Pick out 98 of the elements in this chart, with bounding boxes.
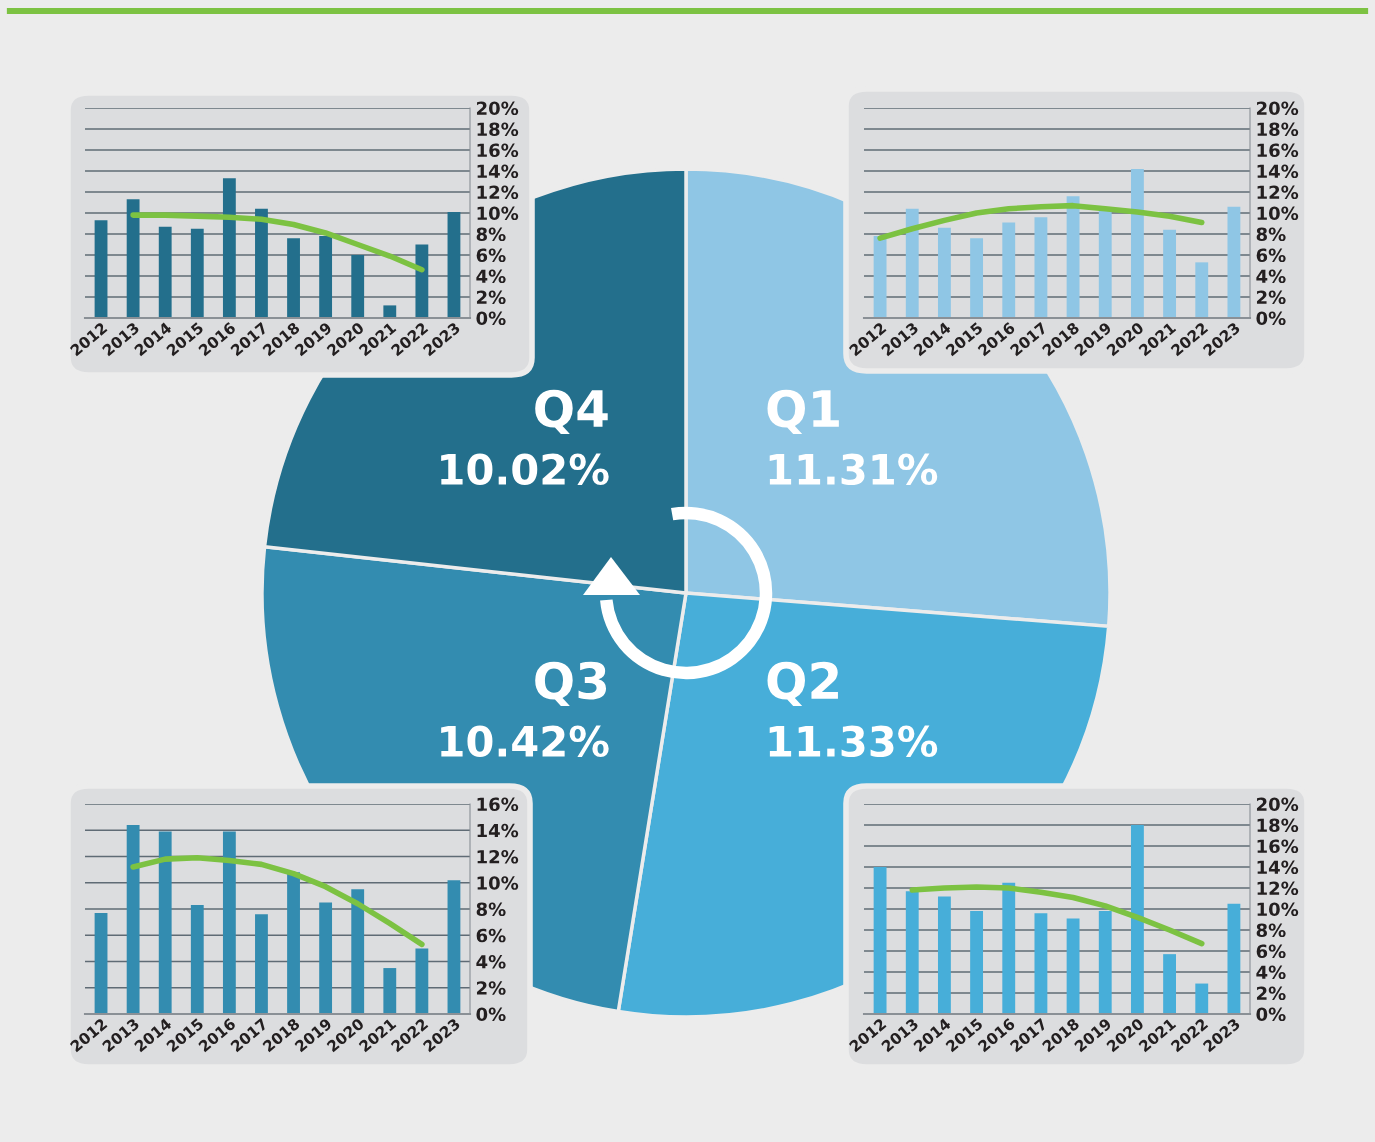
- bar: [190, 228, 204, 318]
- bar: [1098, 911, 1112, 1014]
- bar: [1002, 222, 1016, 318]
- y-tick-label: 16%: [477, 797, 519, 812]
- bar: [1130, 168, 1144, 318]
- bar: [255, 208, 268, 318]
- y-tick-label: 4%: [1256, 269, 1286, 284]
- bar: [1066, 918, 1080, 1014]
- bar: [970, 238, 984, 318]
- bar: [383, 968, 397, 1014]
- y-tick-label: 18%: [1257, 122, 1299, 137]
- y-tick-label: 14%: [477, 164, 519, 179]
- y-tick-label: 8%: [1256, 923, 1286, 938]
- y-tick-label: 14%: [1257, 860, 1299, 875]
- data-label: 11.33%: [769, 725, 938, 758]
- y-tick-label: 0%: [476, 1007, 506, 1022]
- y-tick-label: 0%: [1256, 311, 1286, 326]
- y-tick-label: 2%: [476, 981, 506, 995]
- bar: [287, 872, 300, 1014]
- bar: [1034, 217, 1048, 318]
- data-label: 10.42%: [441, 725, 609, 758]
- y-tick-label: 14%: [1257, 164, 1299, 179]
- bar: [415, 244, 429, 318]
- slice-label: Q4: [535, 389, 608, 435]
- y-tick-label: 0%: [1256, 1007, 1286, 1022]
- bar: [905, 891, 919, 1014]
- y-tick-label: 8%: [476, 902, 506, 917]
- y-tick-label: 0%: [476, 311, 506, 326]
- y-tick-label: 10%: [1257, 206, 1299, 221]
- y-tick-label: 10%: [477, 876, 519, 890]
- y-tick-label: 4%: [476, 269, 506, 284]
- y-tick-label: 14%: [477, 823, 519, 838]
- y-tick-label: 4%: [476, 954, 506, 969]
- bar: [970, 911, 984, 1014]
- bar: [126, 825, 140, 1014]
- y-tick-label: 10%: [477, 206, 519, 221]
- y-tick-label: 12%: [1257, 185, 1299, 200]
- bar: [383, 305, 397, 318]
- y-tick-label: 6%: [476, 248, 506, 263]
- bar: [1066, 196, 1080, 318]
- y-tick-label: 16%: [1257, 839, 1299, 854]
- slice-label: Q3: [535, 661, 607, 707]
- bar: [447, 880, 461, 1014]
- bar: [287, 238, 300, 318]
- y-tick-label: 12%: [477, 849, 519, 864]
- slice-label: Q2: [767, 661, 838, 707]
- bar: [1163, 954, 1177, 1014]
- bar: [222, 831, 236, 1014]
- bar: [1227, 206, 1241, 318]
- y-tick-label: 6%: [1256, 944, 1286, 959]
- y-tick-label: 8%: [476, 227, 506, 242]
- y-tick-label: 20%: [1256, 797, 1299, 812]
- slice-label: Q1: [767, 389, 839, 435]
- bar: [319, 902, 333, 1014]
- bar: [905, 208, 919, 318]
- bar: [873, 236, 887, 318]
- bar: [937, 896, 951, 1014]
- y-tick-label: 4%: [1256, 965, 1286, 980]
- bar: [937, 227, 951, 318]
- y-tick-label: 20%: [476, 101, 519, 116]
- y-tick-label: 20%: [1256, 101, 1299, 116]
- bar: [126, 199, 140, 318]
- bar: [158, 226, 172, 318]
- bar: [319, 236, 333, 318]
- bar: [1098, 209, 1112, 318]
- y-tick-label: 12%: [477, 185, 519, 200]
- data-label: 10.02%: [441, 453, 609, 486]
- y-tick-label: 10%: [1257, 902, 1299, 917]
- bar: [1034, 913, 1048, 1014]
- y-tick-label: 6%: [1256, 248, 1286, 263]
- y-tick-label: 16%: [1257, 143, 1299, 158]
- y-tick-label: 6%: [476, 928, 506, 943]
- y-tick-label: 16%: [477, 143, 519, 158]
- bar: [1002, 882, 1016, 1014]
- bar: [1195, 983, 1209, 1014]
- y-tick-label: 18%: [1257, 818, 1299, 833]
- y-tick-label: 2%: [1256, 290, 1286, 305]
- bar: [190, 905, 204, 1014]
- y-tick-label: 12%: [1257, 881, 1299, 896]
- bar: [1130, 825, 1144, 1014]
- y-tick-label: 18%: [477, 122, 519, 137]
- y-tick-label: 2%: [476, 290, 506, 305]
- y-tick-label: 8%: [1256, 227, 1286, 242]
- bar: [415, 948, 429, 1014]
- bar: [351, 889, 365, 1014]
- data-label: 11.31%: [769, 453, 938, 486]
- bar: [1227, 903, 1241, 1014]
- y-tick-label: 2%: [1256, 986, 1286, 1001]
- bar: [158, 831, 172, 1014]
- bar: [873, 867, 887, 1014]
- bar: [255, 914, 268, 1014]
- bar: [222, 178, 236, 318]
- bar: [1163, 229, 1177, 318]
- bar: [1195, 262, 1209, 318]
- bar: [351, 255, 365, 318]
- bar: [94, 220, 108, 318]
- bar: [447, 211, 461, 318]
- bar: [94, 912, 108, 1014]
